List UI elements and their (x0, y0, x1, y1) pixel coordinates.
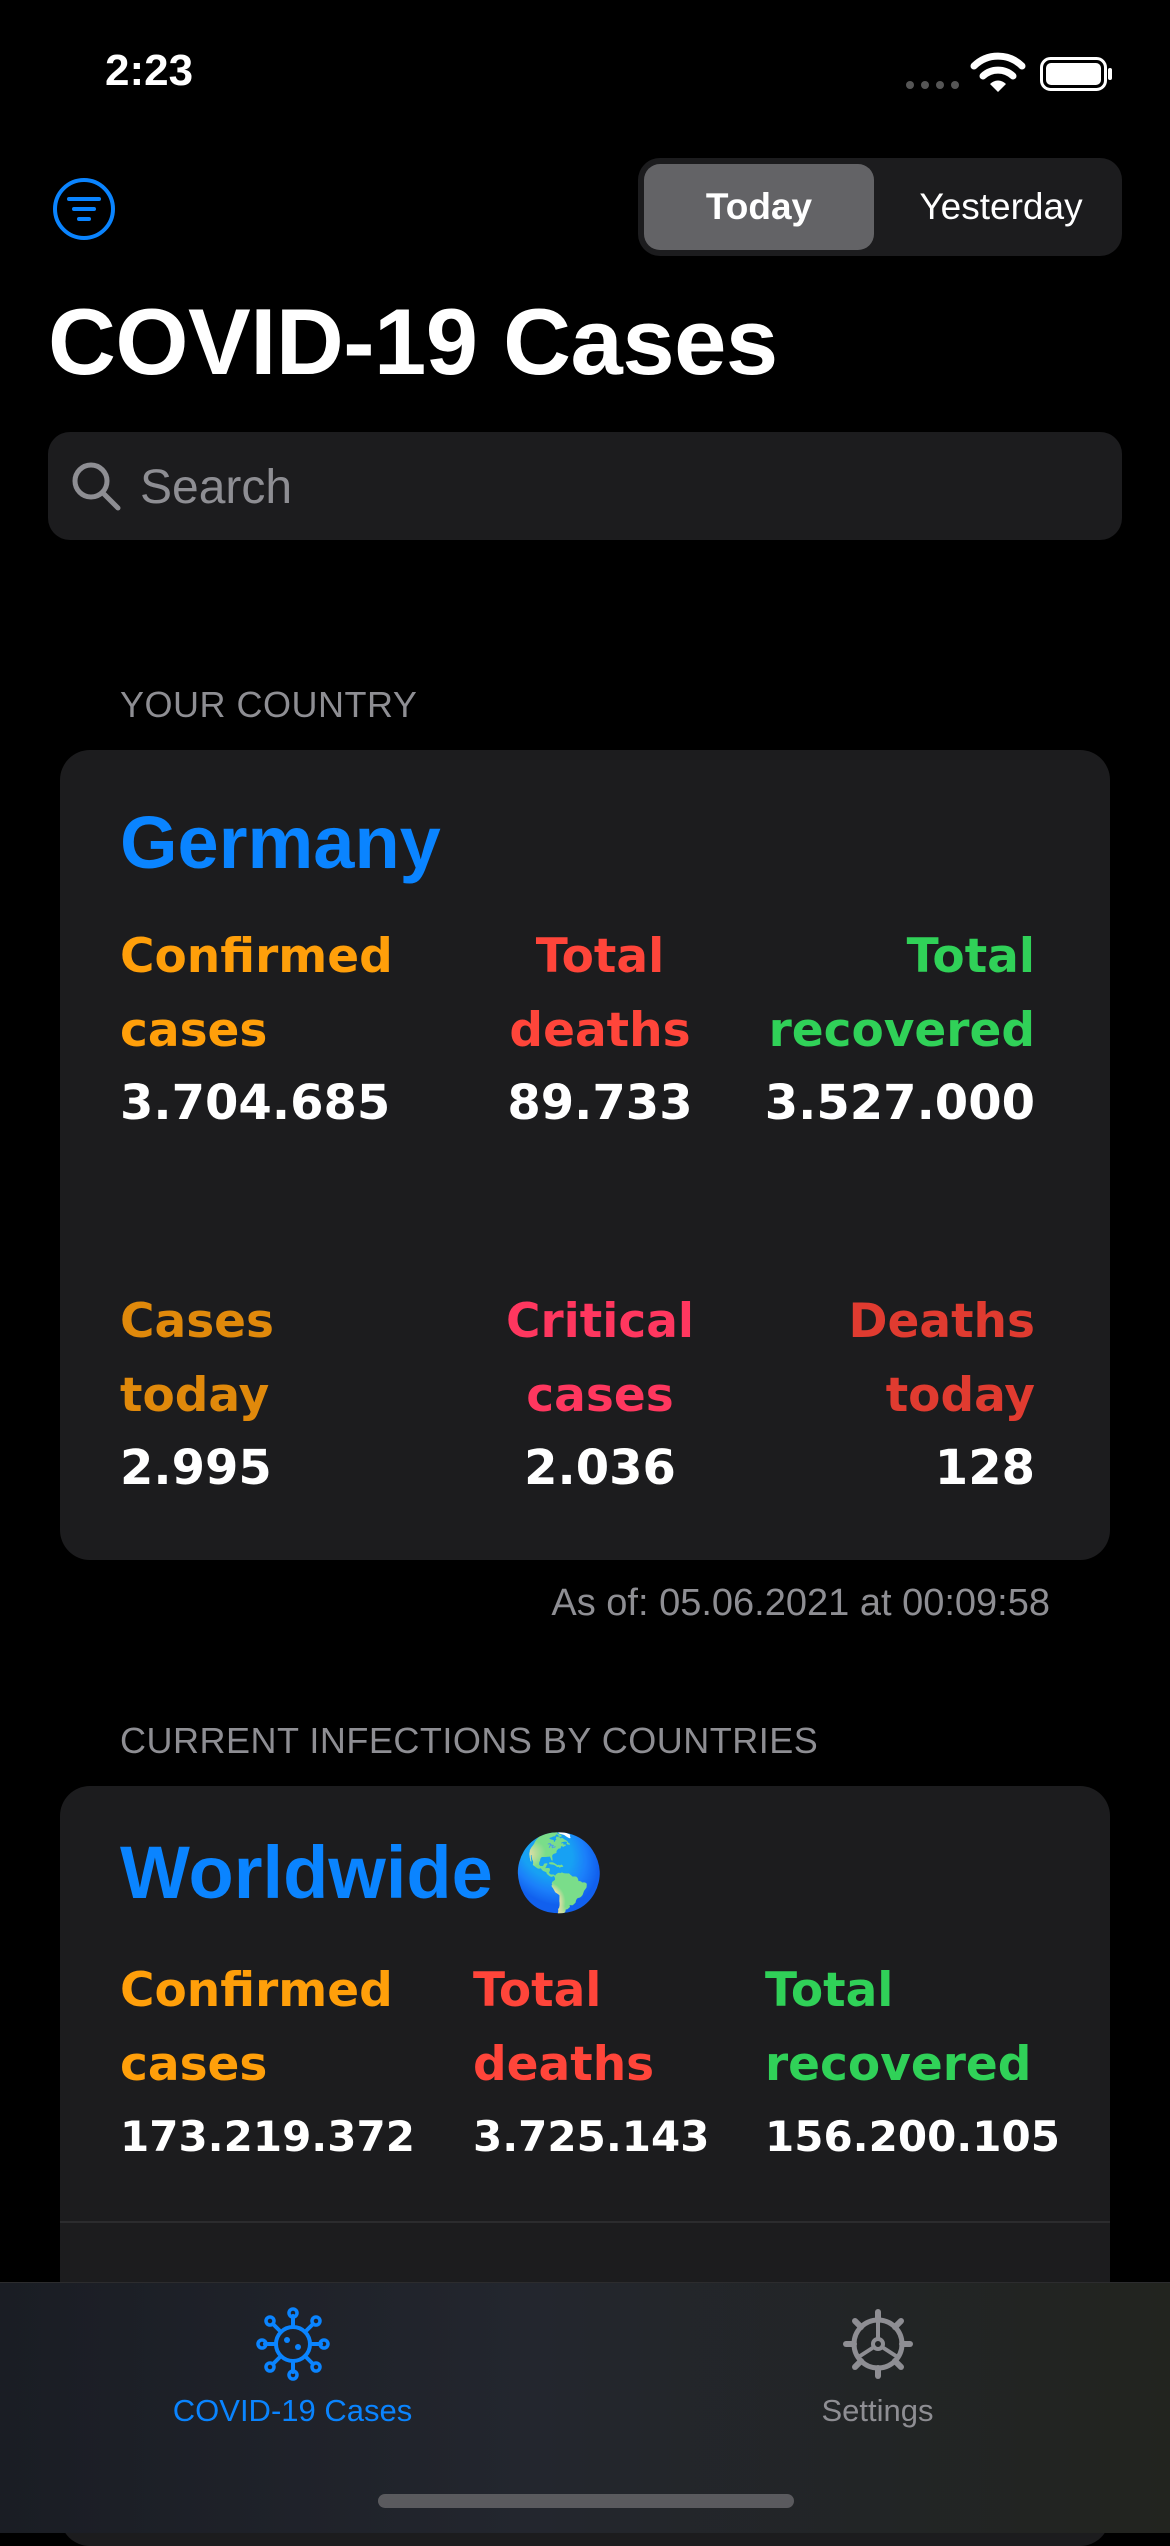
segment-today[interactable]: Today (644, 164, 874, 250)
gear-icon (843, 2309, 913, 2379)
stat-deaths-today: Deaths today 128 (695, 1285, 1035, 1503)
stat-confirmed-cases: Confirmed cases 3.704.685 (120, 920, 393, 1138)
tab-covid-cases[interactable]: COVID-19 Cases (0, 2283, 585, 2463)
stat-value: 3.704.685 (120, 1075, 391, 1131)
worldwide-title: Worldwide 🌎 (120, 1831, 606, 1914)
virus-icon (256, 2307, 330, 2381)
status-bar: 2:23 (0, 0, 1170, 150)
section-header-current-infections: CURRENT INFECTIONS BY COUNTRIES (120, 1720, 819, 1761)
country-name: Germany (120, 801, 441, 884)
list-divider (60, 2221, 1110, 2223)
tab-bar: COVID-19 Cases Settings (0, 2282, 1170, 2533)
stat-value: 173.219.372 (120, 2112, 415, 2161)
stat-worldwide-deaths: Total deaths 3.725.143 (473, 1954, 709, 2172)
filter-icon[interactable] (52, 177, 116, 241)
home-indicator (378, 2494, 794, 2508)
battery-icon (1040, 57, 1112, 91)
search-input[interactable] (138, 432, 1102, 542)
stat-cases-today: Cases today 2.995 (120, 1285, 274, 1503)
country-card[interactable]: Germany Confirmed cases 3.704.685 Total … (60, 750, 1110, 1560)
segment-yesterday[interactable]: Yesterday (919, 186, 1083, 227)
stat-value: 128 (934, 1440, 1035, 1496)
search-icon (72, 462, 121, 511)
search-bar[interactable] (48, 432, 1122, 542)
stat-worldwide-recovered: Total recovered 156.200.105 (765, 1954, 1060, 2172)
stat-total-deaths: Total deaths 89.733 (460, 920, 740, 1138)
tab-settings[interactable]: Settings (585, 2283, 1170, 2463)
stat-worldwide-confirmed: Confirmed cases 173.219.372 (120, 1954, 415, 2172)
cellular-signal-icon (906, 81, 959, 89)
day-segmented-control: Today Yesterday (638, 158, 1122, 256)
page-title: COVID-19 Cases (48, 289, 778, 394)
stat-total-recovered: Total recovered 3.527.000 (695, 920, 1035, 1138)
as-of-timestamp: As of: 05.06.2021 at 00:09:58 (551, 1582, 1050, 1624)
stat-value: 156.200.105 (765, 2112, 1060, 2161)
stat-value: 3.725.143 (473, 2112, 710, 2161)
tab-label: Settings (821, 2393, 934, 2428)
stat-value: 2.036 (524, 1440, 676, 1496)
stat-value: 3.527.000 (764, 1075, 1035, 1131)
section-header-your-country: YOUR COUNTRY (120, 684, 418, 725)
stat-value: 2.995 (120, 1440, 272, 1496)
status-time: 2:23 (105, 46, 194, 95)
stat-critical-cases: Critical cases 2.036 (460, 1285, 740, 1503)
wifi-icon (970, 52, 1026, 92)
stat-value: 89.733 (507, 1075, 693, 1131)
tab-label: COVID-19 Cases (172, 2393, 413, 2428)
